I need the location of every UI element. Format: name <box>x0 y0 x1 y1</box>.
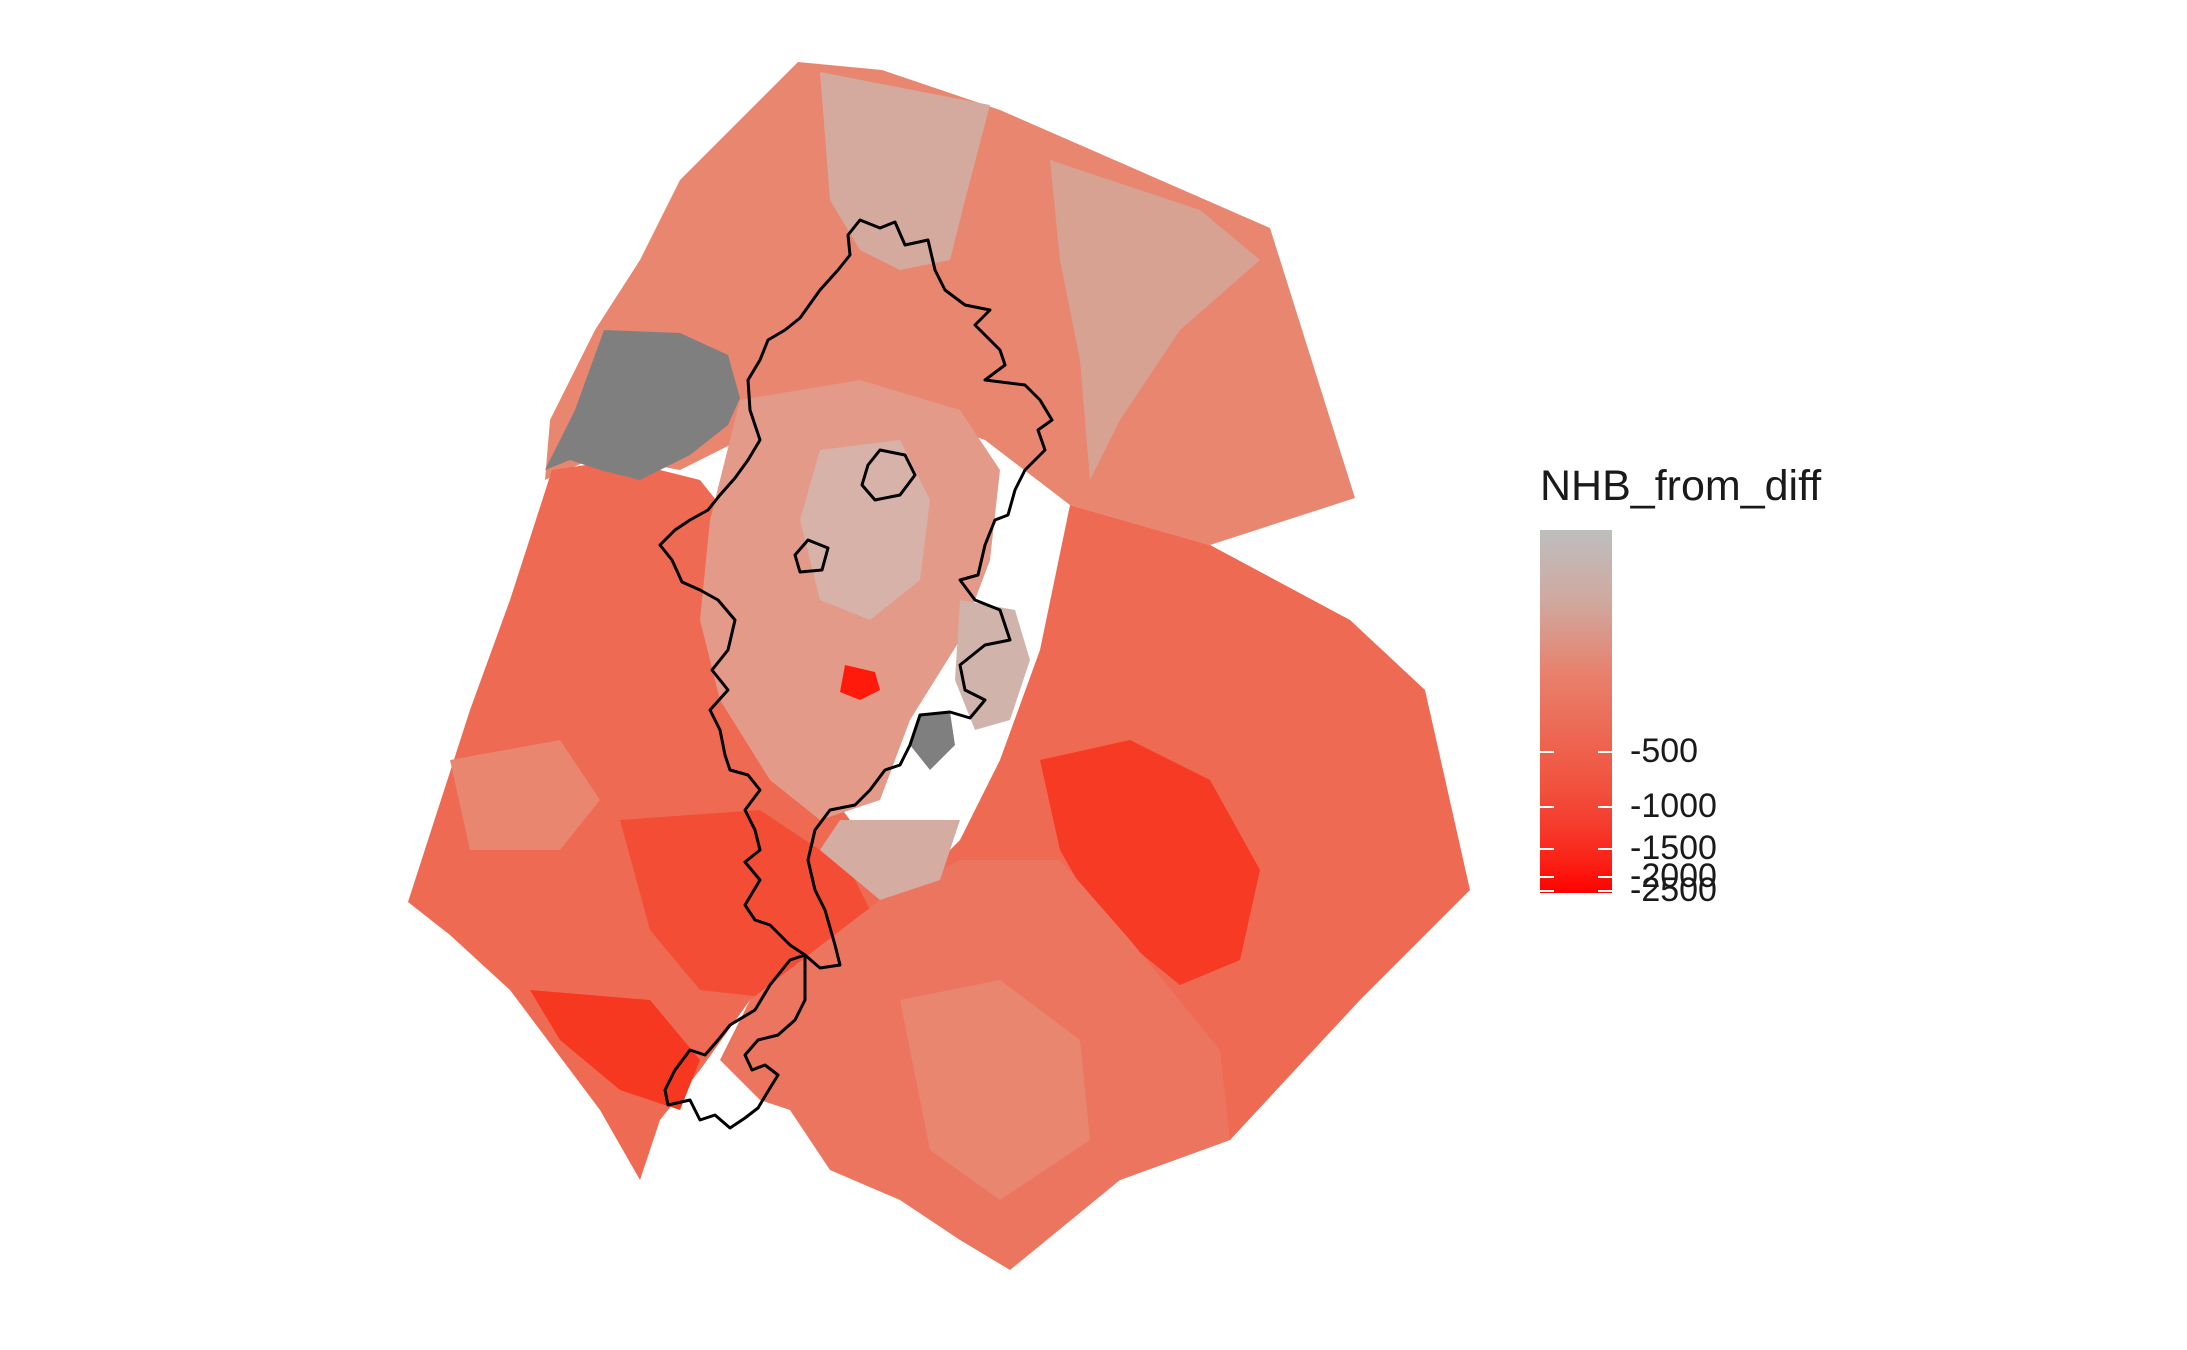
legend-label: -2500 <box>1630 871 1717 909</box>
legend-label: -500 <box>1630 732 1699 770</box>
region-south-light <box>900 980 1090 1200</box>
region-southwest-dark <box>530 990 700 1110</box>
city-enclave-central <box>793 538 830 574</box>
legend-title: NHB_from_diff <box>1540 462 1822 510</box>
legend-tick <box>1598 876 1612 878</box>
region-urban-east-light <box>955 600 1030 730</box>
region-west-light <box>450 740 600 850</box>
legend-tick <box>1540 751 1554 753</box>
legend-label: -1500 <box>1630 829 1717 867</box>
region-hotspot <box>840 665 880 700</box>
region-na-northwest <box>545 330 740 480</box>
city-enclave-north <box>860 448 917 502</box>
legend-tick <box>1540 848 1554 850</box>
city-boundary <box>658 218 1054 1130</box>
legend-tick <box>1598 751 1612 753</box>
region-na-east <box>910 712 955 770</box>
city-limit-outline <box>658 218 1054 970</box>
region-ne-light <box>1050 160 1260 480</box>
legend-label: -2000 <box>1630 857 1717 895</box>
map-regions <box>408 62 1470 1270</box>
city-limit-south-extension <box>663 953 807 1130</box>
legend-tick <box>1598 806 1612 808</box>
legend-tick <box>1540 890 1554 892</box>
legend-label: -1000 <box>1630 787 1717 825</box>
region-urban-south-light <box>820 820 960 900</box>
legend-colorbar <box>1540 530 1612 893</box>
region-urban-center-light <box>800 440 930 620</box>
legend-tick <box>1540 876 1554 878</box>
legend-tick <box>1540 806 1554 808</box>
region-east-dark <box>1040 740 1260 985</box>
legend: NHB_from_diff -500 -1000 -1500 -2000 -25… <box>1540 462 1900 922</box>
legend-tick <box>1598 848 1612 850</box>
legend-tick <box>1598 890 1612 892</box>
